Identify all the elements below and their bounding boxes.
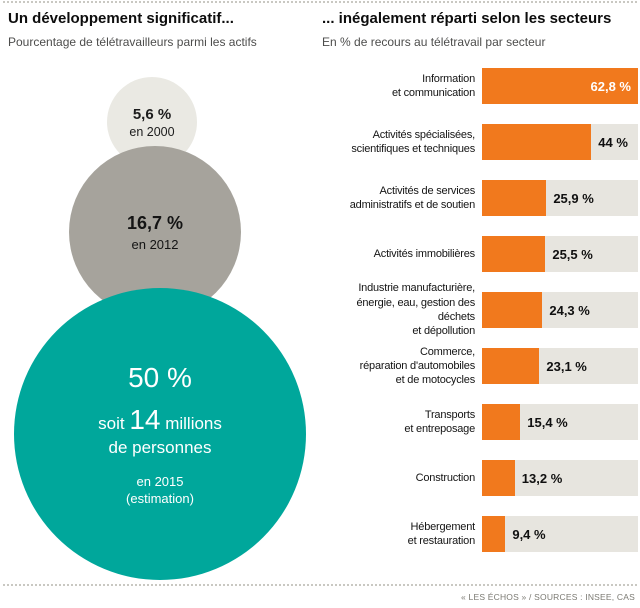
bubble-2015-detail-prefix: soit <box>98 414 125 433</box>
bar-chart: Information et communication 62,8 % Acti… <box>318 68 638 552</box>
bar-fill <box>482 292 543 328</box>
bar-track: 15,4 % <box>482 404 638 440</box>
bar-row: Activités spécialisées, scientifiques et… <box>318 124 638 160</box>
bar-fill <box>482 516 506 552</box>
right-panel-title: ... inégalement réparti selon les secteu… <box>322 10 612 27</box>
bar-value-outside: 25,9 % <box>553 190 594 206</box>
bubble-2015-year: en 2015 <box>136 474 184 489</box>
bar-label: Information et communication <box>391 72 475 99</box>
bubble-2000-value: 5,6 % <box>132 105 172 123</box>
bar-track: 62,8 % <box>482 68 638 104</box>
bar-value-outside: 15,4 % <box>527 414 568 430</box>
bar-row: Transports et entreposage 15,4 % <box>318 404 638 440</box>
bar-label: Activités spécialisées, scientifiques et… <box>351 128 475 155</box>
bar-label: Hébergement et restauration <box>407 520 476 547</box>
bar-row: Industrie manufacturière, énergie, eau, … <box>318 282 638 337</box>
bar-value-outside: 13,2 % <box>521 470 563 486</box>
bubble-2000-year: en 2000 <box>129 124 175 139</box>
bar-fill <box>482 460 515 496</box>
bar-row: Hébergement et restauration 9,4 % <box>318 516 638 552</box>
bar-value-outside: 44 % <box>598 134 628 150</box>
bar-fill: 62,8 % <box>482 68 638 104</box>
bubble-2015: 50 % soit 14 millions de personnes en 20… <box>14 288 306 580</box>
bar-value-outside: 25,5 % <box>552 246 593 262</box>
bubble-2012-value: 16,7 % <box>126 212 184 233</box>
bubble-2015-detail: soit 14 millions <box>98 404 222 436</box>
bar-fill <box>482 180 547 216</box>
bar-label: Transports et entreposage <box>404 408 475 435</box>
bar-label: Activités de services administratifs et … <box>349 184 475 211</box>
bar-fill <box>482 124 592 160</box>
bar-value-outside: 24,3 % <box>549 302 590 318</box>
bottom-divider <box>3 584 637 586</box>
bar-label: Construction <box>415 471 476 484</box>
bar-track: 23,1 % <box>482 348 638 384</box>
bar-label: Activités immobilières <box>373 247 476 260</box>
bar-row: Information et communication 62,8 % <box>318 68 638 104</box>
bar-fill <box>482 404 521 440</box>
bubble-2015-detail-suffix: millions <box>165 414 222 433</box>
bar-value-outside: 23,1 % <box>546 358 587 374</box>
bubble-2015-note: (estimation) <box>126 491 194 506</box>
right-panel-subtitle: En % de recours au télétravail par secte… <box>322 35 546 49</box>
bar-row: Activités immobilières 25,5 % <box>318 236 638 272</box>
bar-track: 25,9 % <box>482 180 638 216</box>
bar-value-inside: 62,8 % <box>590 78 631 94</box>
bar-label: Industrie manufacturière, énergie, eau, … <box>356 282 475 338</box>
left-panel-title: Un développement significatif... <box>8 10 234 27</box>
bar-row: Commerce, réparation d'automobiles et de… <box>318 346 638 386</box>
bar-row: Construction 13,2 % <box>318 460 638 496</box>
top-divider <box>3 1 637 3</box>
bubble-2012: 16,7 % en 2012 <box>69 146 241 318</box>
bubble-2015-detail-line2: de personnes <box>108 438 212 457</box>
bar-track: 9,4 % <box>482 516 638 552</box>
bubble-2015-detail-number: 14 <box>129 404 161 435</box>
bar-track: 25,5 % <box>482 236 638 272</box>
bubble-2015-value: 50 % <box>128 362 192 393</box>
bar-value-outside: 9,4 % <box>512 526 546 542</box>
bar-fill <box>482 348 540 384</box>
bar-fill <box>482 236 546 272</box>
bubble-2012-year: en 2012 <box>131 236 179 252</box>
bar-row: Activités de services administratifs et … <box>318 180 638 216</box>
bar-track: 44 % <box>482 124 638 160</box>
left-panel-subtitle: Pourcentage de télétravailleurs parmi le… <box>8 35 257 49</box>
bar-label: Commerce, réparation d'automobiles et de… <box>359 345 476 387</box>
bar-track: 24,3 % <box>482 292 638 328</box>
bar-track: 13,2 % <box>482 460 638 496</box>
source-credit: « LES ÉCHOS » / SOURCES : INSEE, CAS <box>461 592 635 602</box>
